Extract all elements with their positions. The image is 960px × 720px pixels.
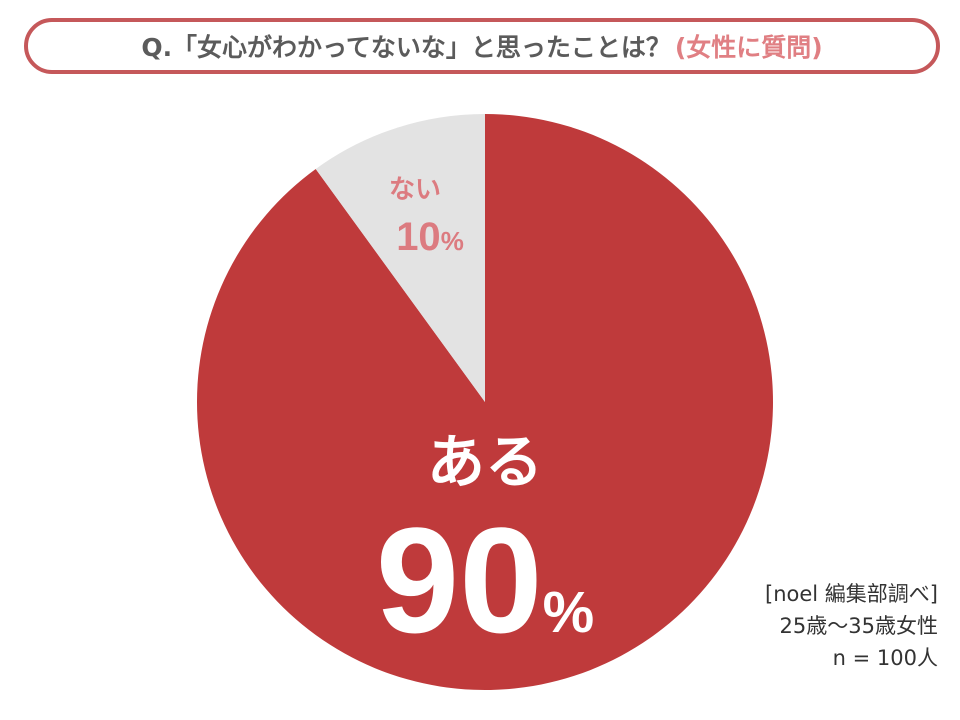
- source-line-survey: [noel 編集部調べ]: [765, 582, 938, 606]
- question-audience: (女性に質問): [674, 33, 823, 62]
- slice-label-nai: ない: [389, 175, 441, 205]
- slice-value-aru: 90%: [376, 496, 594, 664]
- slice-label-aru: ある: [427, 428, 543, 496]
- question-text: Q.「女心がわかってないな」と思ったことは？: [141, 33, 671, 62]
- pie-slice-nai: [315, 114, 485, 402]
- source-line-demographic: 25歳〜35歳女性: [779, 614, 938, 638]
- source-line-sample-size: n = 100人: [832, 646, 938, 670]
- question-title-box: Q.「女心がわかってないな」と思ったことは？ (女性に質問): [24, 18, 940, 74]
- source-note: [noel 編集部調べ] 25歳〜35歳女性 n = 100人: [765, 578, 938, 674]
- pie-slice-aru: [196, 114, 773, 690]
